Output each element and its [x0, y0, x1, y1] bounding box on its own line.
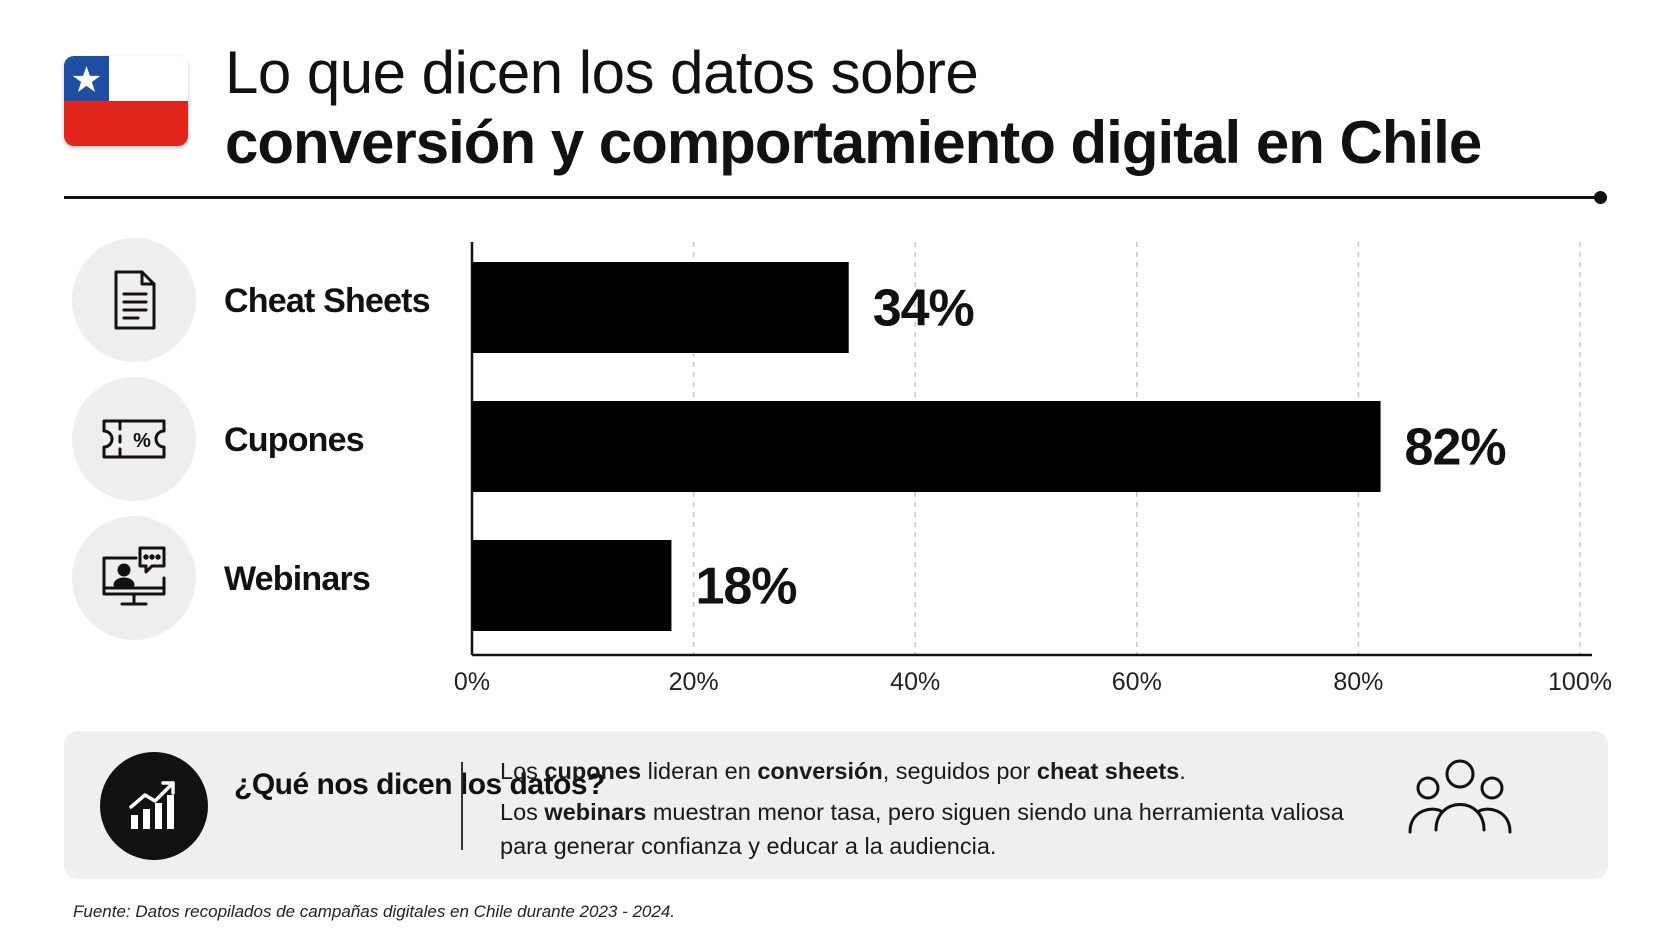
source-note: Fuente: Datos recopilados de campañas di…: [73, 902, 675, 921]
value-label-webinars: 18%: [695, 558, 796, 616]
category-label-cheat-sheets: Cheat Sheets: [224, 282, 431, 320]
value-label-cupones: 82%: [1405, 419, 1506, 477]
panel-text-segment: , seguidos por: [882, 758, 1037, 784]
insight-panel: [64, 731, 1608, 879]
x-tick-label: 80%: [1333, 668, 1383, 696]
x-tick-label: 60%: [1112, 668, 1162, 696]
x-tick-label: 40%: [890, 668, 940, 696]
category-label-webinars: Webinars: [224, 560, 371, 598]
panel-text: Los cupones lideran en conversión, segui…: [500, 754, 1360, 863]
panel-text-line2: Los webinars muestran menor tasa, pero s…: [500, 795, 1360, 863]
header-divider: [64, 196, 1598, 199]
page-title-line2: conversión y comportamiento digital en C…: [225, 109, 1482, 176]
bar-chart: 0% 20% 40% 60% 80% 100% 34% 82% 18%: [454, 242, 1612, 696]
panel-text-emphasis: webinars: [544, 799, 647, 825]
x-tick-label: 100%: [1548, 668, 1612, 696]
panel-separator: [461, 762, 463, 850]
panel-text-emphasis: cupones: [544, 758, 642, 784]
page-title-line1: Lo que dicen los datos sobre: [225, 39, 979, 106]
panel-text-line1: Los cupones lideran en conversión, segui…: [500, 754, 1360, 788]
coupon-icon: %: [72, 377, 196, 501]
bar-cupones: [472, 401, 1381, 492]
panel-text-segment: .: [1179, 758, 1186, 784]
panel-question: ¿Qué nos dicen los datos?: [234, 768, 605, 801]
audience-icon: [1404, 752, 1516, 840]
panel-text-segment: lideran en: [641, 758, 758, 784]
x-tick-label: 0%: [454, 668, 490, 696]
panel-text-segment: Los: [500, 799, 545, 825]
growth-chart-icon: [100, 752, 208, 860]
webinar-icon: [72, 516, 196, 640]
value-label-cheat-sheets: 34%: [873, 280, 974, 338]
x-tick-label: 20%: [669, 668, 719, 696]
chile-flag-icon: [64, 56, 188, 146]
bar-cheat-sheets: [472, 262, 849, 353]
panel-text-emphasis: cheat sheets: [1036, 758, 1180, 784]
divider-endpoint-dot: [1594, 191, 1607, 204]
panel-text-segment: Los: [500, 758, 545, 784]
svg-text:%: %: [133, 430, 151, 452]
document-icon: [72, 238, 196, 362]
panel-text-emphasis: conversión: [757, 758, 883, 784]
panel-text-segment: muestran menor tasa, pero siguen siendo …: [500, 799, 1344, 859]
category-label-cupones: Cupones: [224, 421, 365, 459]
bar-webinars: [472, 540, 672, 631]
